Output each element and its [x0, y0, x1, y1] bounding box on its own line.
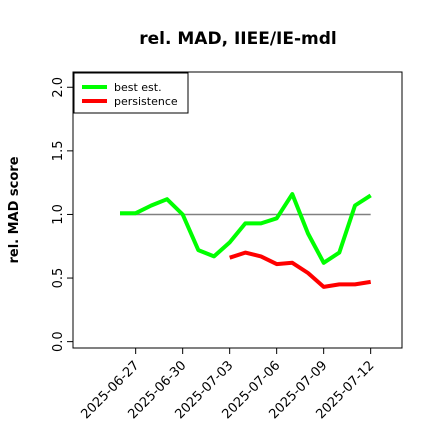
series-layer — [120, 192, 372, 289]
y-tick-label: 0.5 — [51, 268, 66, 289]
chart-title: rel. MAD, IIEE/IE-mdl — [139, 29, 336, 49]
y-axis: 0.0 0.5 1.0 1.5 2.0 — [51, 77, 73, 352]
y-tick-label: 1.0 — [51, 204, 66, 225]
series-line-best-est — [120, 192, 372, 265]
legend-label-best-est: best est. — [114, 81, 162, 94]
y-tick-label: 1.5 — [51, 141, 66, 162]
legend-label-persistence: persistence — [114, 95, 178, 108]
legend-box — [73, 72, 189, 114]
series-line-persistence — [229, 250, 372, 289]
y-tick-label: 2.0 — [51, 77, 66, 98]
legend: best est. persistence — [73, 72, 189, 114]
y-tick-label: 0.0 — [51, 331, 66, 352]
plot-frame — [72, 71, 403, 349]
x-axis: 2025-06-272025-06-302025-07-032025-07-06… — [78, 348, 377, 422]
y-axis-label: rel. MAD score — [7, 156, 22, 263]
